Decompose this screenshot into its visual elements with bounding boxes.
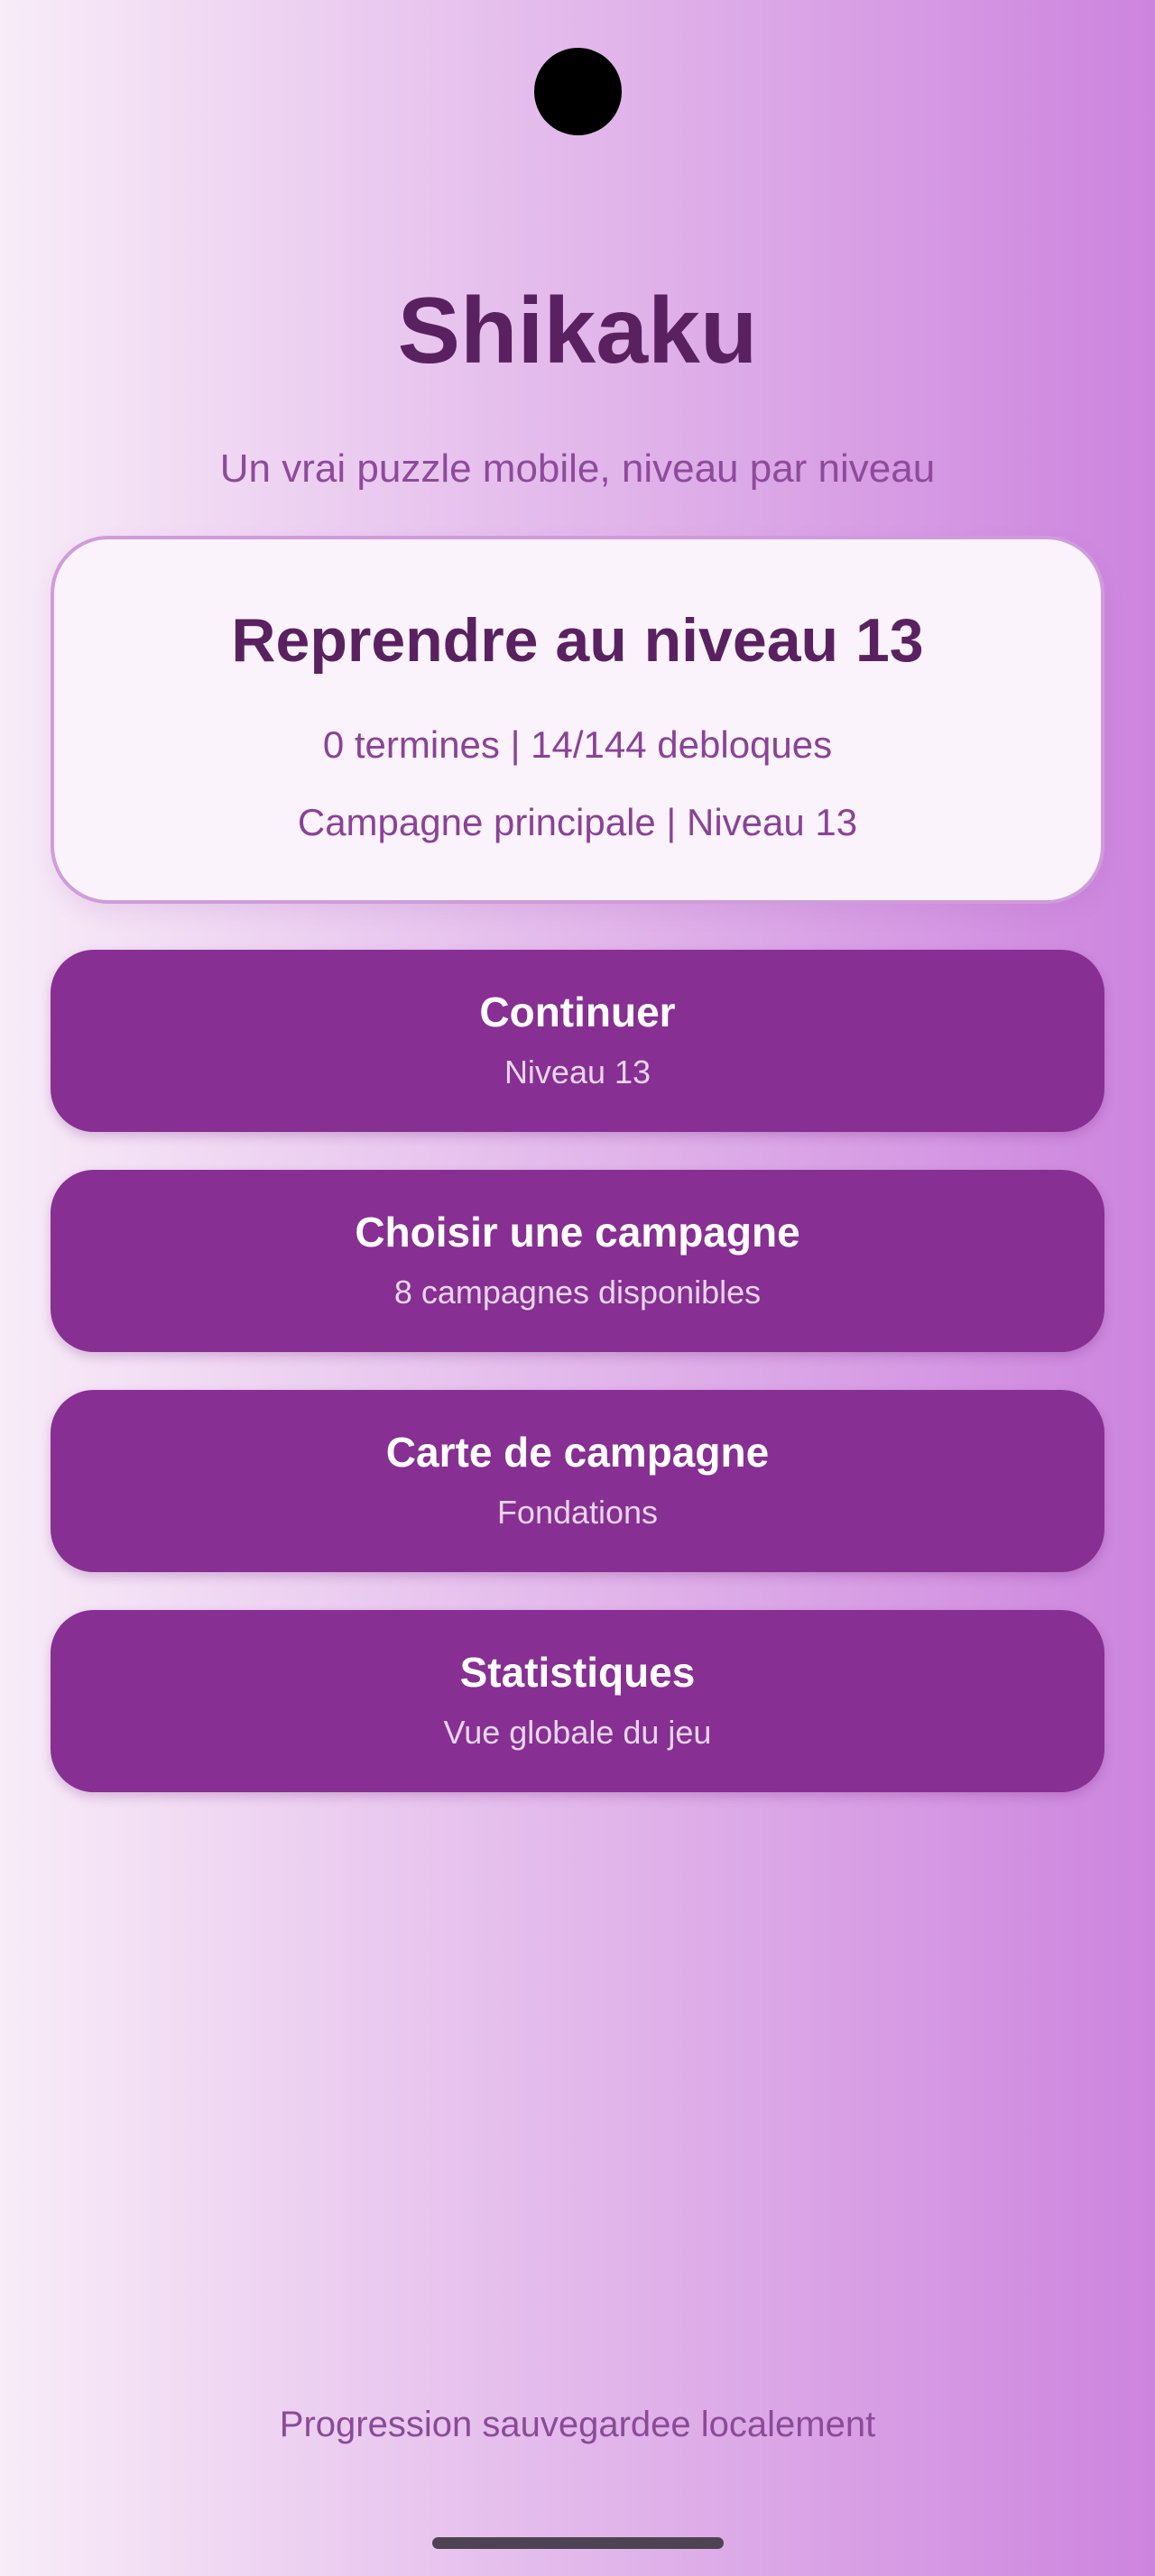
resume-card-title: Reprendre au niveau 13	[231, 606, 924, 676]
resume-card: Reprendre au niveau 13 0 termines | 14/1…	[51, 536, 1104, 905]
statistics-button-label: Statistiques	[459, 1648, 696, 1696]
resume-card-location: Campagne principale | Niveau 13	[297, 801, 858, 844]
choose-campaign-button-label: Choisir une campagne	[355, 1208, 800, 1256]
campaign-map-button-sublabel: Fondations	[496, 1493, 659, 1531]
resume-card-progress: 0 termines | 14/144 debloques	[322, 722, 833, 766]
home-indicator-bar[interactable]	[431, 2537, 724, 2549]
statistics-button-sublabel: Vue globale du jeu	[443, 1713, 712, 1751]
statistics-button[interactable]: Statistiques Vue globale du jeu	[51, 1610, 1104, 1793]
campaign-map-button-label: Carte de campagne	[385, 1428, 770, 1476]
continue-button-label: Continuer	[479, 988, 676, 1035]
campaign-map-button[interactable]: Carte de campagne Fondations	[51, 1390, 1104, 1573]
app-subtitle: Un vrai puzzle mobile, niveau par niveau	[219, 446, 936, 492]
choose-campaign-button-sublabel: 8 campagnes disponibles	[393, 1273, 762, 1311]
choose-campaign-button[interactable]: Choisir une campagne 8 campagnes disponi…	[51, 1170, 1104, 1353]
camera-punch-hole-icon	[533, 48, 622, 135]
continue-button[interactable]: Continuer Niveau 13	[51, 950, 1104, 1133]
app-title: Shikaku	[397, 279, 758, 383]
continue-button-sublabel: Niveau 13	[504, 1053, 651, 1090]
save-progress-note: Progression sauvegardee localement	[279, 2405, 876, 2444]
